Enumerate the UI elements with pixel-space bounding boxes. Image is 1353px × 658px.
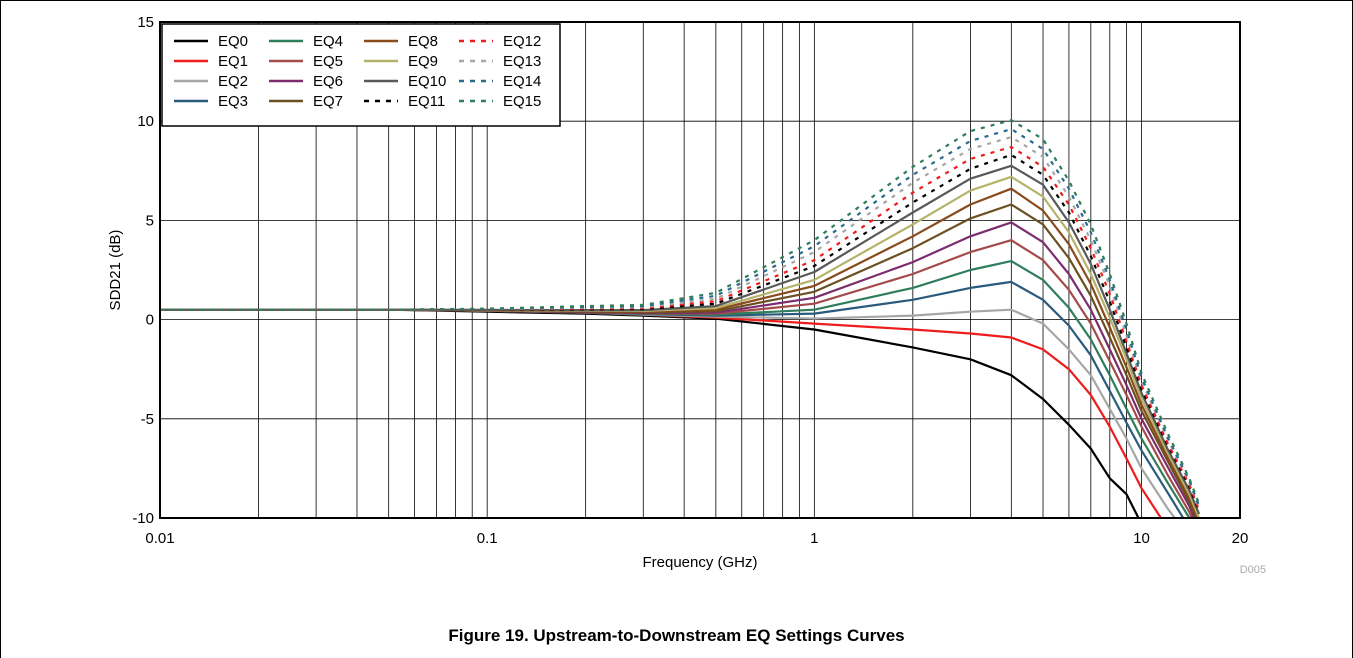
legend-label-eq10: EQ10 [408,73,446,90]
y-tick-label: 15 [137,14,154,31]
x-tick-label: 20 [1232,530,1249,547]
legend-label-eq3: EQ3 [218,93,248,110]
frame-left-border [0,0,1,658]
x-tick-label: 1 [810,530,818,547]
legend-label-eq5: EQ5 [313,53,343,70]
legend-label-eq8: EQ8 [408,33,438,50]
y-tick-label: -5 [141,411,154,428]
legend-label-eq7: EQ7 [313,93,343,110]
series-line-eq10 [160,164,1201,515]
series-line-eq15 [160,119,1201,505]
legend-box [161,23,561,127]
legend-label-eq1: EQ1 [218,53,248,70]
legend-label-eq6: EQ6 [313,73,343,90]
y-tick-label: 5 [146,212,154,229]
series-line-eq11 [160,153,1201,513]
legend-label-eq9: EQ9 [408,53,438,70]
legend-label-eq4: EQ4 [313,33,343,50]
y-axis-ticks: -10 -5 0 5 10 15 [132,14,154,527]
legend-label-eq13: EQ13 [503,53,541,70]
x-tick-label: 0.1 [477,530,498,547]
frame-top-border [0,0,1353,1]
y-tick-label: 10 [137,113,154,130]
x-axis-label: Frequency (GHz) [642,554,757,571]
legend-label-eq14: EQ14 [503,73,541,90]
y-axis-label: SDD21 (dB) [107,230,124,311]
x-axis-ticks: 0.01 0.1 1 10 20 [145,530,1248,547]
legend-label-eq0: EQ0 [218,33,248,50]
plot-area-border [159,21,1241,519]
legend-label-eq11: EQ11 [408,93,445,110]
x-tick-label: 0.01 [145,530,174,547]
y-tick-label: -10 [132,510,154,527]
sdd21-chart: 0.01 0.1 1 10 20 -10 -5 0 5 10 15 Frequency (GHz)… [107,14,1266,576]
legend-label-eq2: EQ2 [218,73,248,90]
chart-legend: EQ0 EQ1 EQ2 EQ3 EQ4 EQ5 EQ6 EQ7 EQ8 EQ9 EQ10 EQ11 EQ… [161,23,561,127]
legend-label-eq12: EQ12 [503,33,541,50]
chart-curves [160,119,1201,518]
figure-caption: Figure 19. Upstream-to-Downstream EQ Set… [448,626,905,645]
legend-label-eq15: EQ15 [503,93,541,110]
x-tick-label: 10 [1133,530,1150,547]
series-line-eq12 [160,145,1201,511]
y-tick-label: 0 [146,312,154,329]
chart-watermark: D005 [1240,564,1266,576]
